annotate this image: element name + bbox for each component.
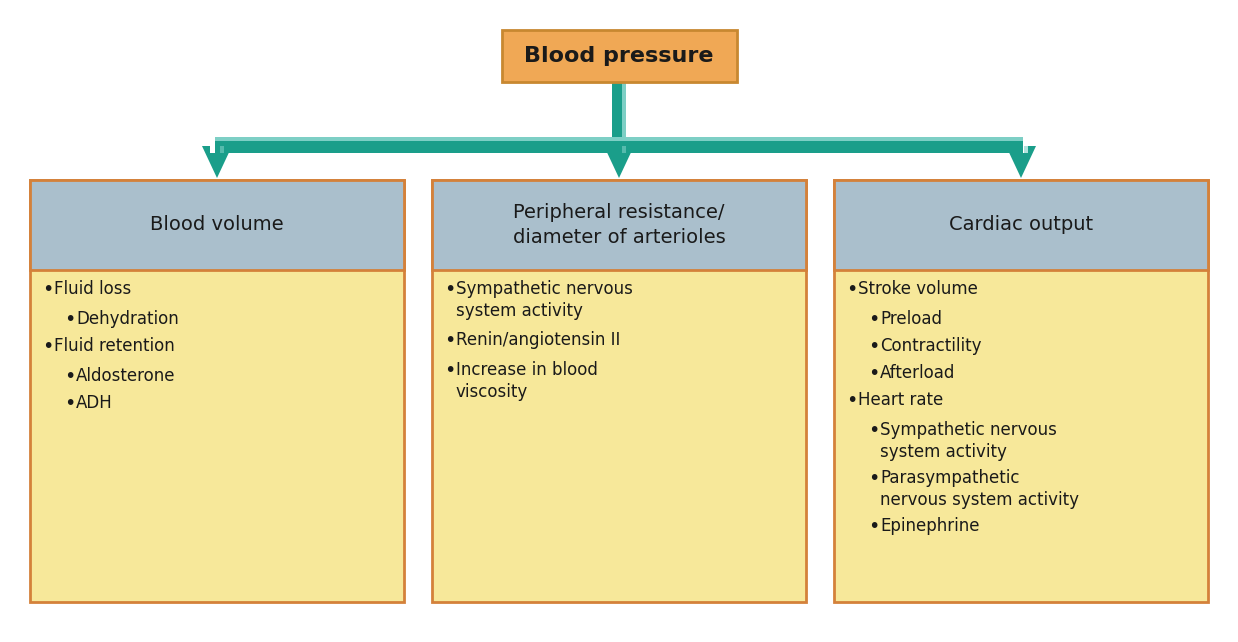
Text: •: • (846, 280, 858, 299)
Text: •: • (868, 310, 879, 329)
Text: Blood pressure: Blood pressure (524, 46, 714, 66)
Bar (30, 180, 404, 602)
Text: •: • (444, 331, 456, 350)
Text: •: • (868, 517, 879, 536)
Bar (834, 180, 1208, 602)
Bar (215, 137, 1023, 141)
Text: Dehydration: Dehydration (76, 310, 178, 328)
Bar (834, 180, 1208, 270)
Text: Epinephrine: Epinephrine (880, 517, 979, 535)
Bar (215, 137, 1023, 153)
Text: Cardiac output: Cardiac output (950, 216, 1093, 234)
Polygon shape (220, 146, 232, 153)
Text: Contractility: Contractility (880, 337, 982, 355)
Text: •: • (42, 280, 53, 299)
Text: Peripheral resistance/
diameter of arterioles: Peripheral resistance/ diameter of arter… (513, 203, 725, 247)
Text: Fluid retention: Fluid retention (54, 337, 175, 355)
Bar (612, 82, 626, 137)
Text: Fluid loss: Fluid loss (54, 280, 131, 298)
Bar (30, 180, 404, 270)
Text: Heart rate: Heart rate (858, 391, 943, 409)
Text: Sympathetic nervous
system activity: Sympathetic nervous system activity (880, 421, 1057, 461)
Text: Stroke volume: Stroke volume (858, 280, 978, 298)
Text: •: • (64, 310, 76, 329)
Text: Renin/angiotensin II: Renin/angiotensin II (456, 331, 620, 349)
Text: Blood volume: Blood volume (150, 216, 284, 234)
Bar (501, 30, 737, 82)
Text: Aldosterone: Aldosterone (76, 367, 176, 385)
Text: •: • (42, 337, 53, 356)
Text: Sympathetic nervous
system activity: Sympathetic nervous system activity (456, 280, 633, 320)
Text: •: • (64, 367, 76, 386)
Text: Afterload: Afterload (880, 364, 956, 382)
Text: Increase in blood
viscosity: Increase in blood viscosity (456, 361, 598, 401)
Text: •: • (868, 421, 879, 440)
Text: Preload: Preload (880, 310, 942, 328)
Polygon shape (621, 146, 634, 153)
Text: •: • (846, 391, 858, 410)
Text: •: • (868, 364, 879, 383)
Text: •: • (444, 280, 456, 299)
Polygon shape (1006, 146, 1036, 178)
Text: •: • (868, 469, 879, 488)
Polygon shape (604, 146, 634, 178)
Text: Parasympathetic
nervous system activity: Parasympathetic nervous system activity (880, 469, 1080, 509)
Text: •: • (868, 337, 879, 356)
Text: •: • (64, 394, 76, 413)
Bar (432, 180, 806, 270)
Text: ADH: ADH (76, 394, 113, 412)
Bar (432, 180, 806, 602)
Polygon shape (202, 146, 232, 178)
Bar (621, 82, 626, 137)
Text: •: • (444, 361, 456, 380)
Polygon shape (1024, 146, 1036, 153)
